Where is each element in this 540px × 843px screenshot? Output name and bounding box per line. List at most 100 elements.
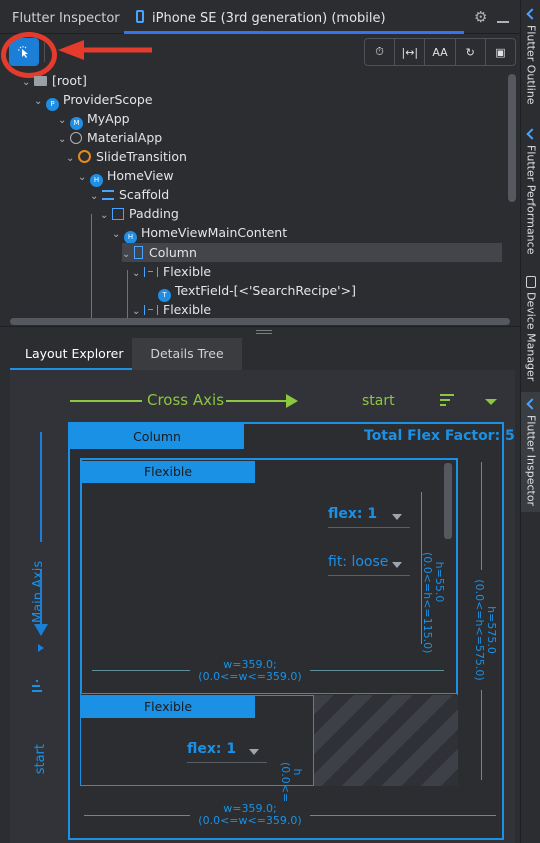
tree-row[interactable]: ⌄ Padding: [100, 206, 179, 221]
minimize-icon[interactable]: [497, 9, 509, 23]
tree-row[interactable]: ⌄ Flexible: [132, 302, 212, 317]
main-axis-line: [40, 570, 42, 626]
flex-fit-dropdown[interactable]: fit: loose: [328, 554, 410, 576]
tree-row-selected[interactable]: ⌄ Column: [122, 243, 502, 262]
tree-row[interactable]: ⌄ P ProviderScope: [34, 90, 153, 111]
flexible-width-label: w=359.0; (0.0<=w<=359.0): [190, 659, 310, 683]
main-alignment-start-icon[interactable]: [32, 680, 42, 698]
chevron-down-icon: [249, 749, 259, 755]
tree-guide: [91, 214, 92, 324]
strip-label: Flutter Outline: [524, 25, 538, 105]
flexible-child-1[interactable]: [81, 459, 457, 694]
tree-row[interactable]: ⌄ M MyApp: [58, 109, 130, 130]
widget-icon: H: [90, 174, 103, 187]
top-tab-bar: Flutter Inspector iPhone SE (3rd generat…: [0, 0, 520, 34]
widget-icon: H: [124, 231, 137, 244]
folder-icon: [34, 76, 47, 86]
strip-label: Device Manager: [524, 292, 538, 382]
children-area: [80, 458, 458, 786]
strip-flutter-inspector[interactable]: Flutter Inspector: [521, 392, 540, 512]
chevron-down-icon: [392, 562, 402, 568]
cross-axis-line: [70, 400, 142, 402]
tab-flutter-inspector[interactable]: Flutter Inspector: [12, 11, 120, 26]
scaffold-icon: [102, 190, 114, 200]
strip-flutter-performance[interactable]: Flutter Performance: [521, 130, 540, 254]
flexible-label: Flexible: [81, 696, 255, 718]
flexible-icon: [144, 267, 158, 277]
tree-row[interactable]: T TextField-[<'SearchRecipe'>]: [158, 281, 356, 302]
height-arrow-line: [421, 492, 422, 644]
image-icon[interactable]: ▣: [495, 45, 506, 59]
tree-horizontal-scrollbar[interactable]: [10, 318, 510, 325]
widget-icon: M: [70, 117, 83, 130]
flexible-icon: [144, 305, 158, 315]
column-icon: [134, 246, 143, 259]
tab-device[interactable]: iPhone SE (3rd generation) (mobile): [124, 0, 464, 34]
tree-row-label: HomeView: [107, 168, 174, 183]
tree-row-label: MaterialApp: [87, 130, 163, 145]
main-axis-arrow-icon: [34, 624, 48, 636]
flexible-height-label: h (0.0<=: [279, 762, 304, 802]
strip-flutter-outline[interactable]: Flutter Outline: [521, 10, 540, 105]
flex-factor-value: flex: 1: [187, 741, 237, 757]
column-height-label: h=575.0 (0.0<=h<=575.0): [473, 570, 498, 690]
text-size-icon[interactable]: AA: [425, 39, 456, 65]
tree-row-label: Scaffold: [119, 187, 170, 202]
flexible-scrollbar[interactable]: [444, 463, 452, 539]
flexible-label: Flexible: [81, 461, 255, 483]
flexible-height-label: h=55.0 (0.0<=h<=115.0): [421, 552, 446, 654]
main-axis-line: [40, 432, 42, 542]
flex-factor-dropdown[interactable]: flex: 1: [187, 741, 267, 763]
cross-alignment-start-icon[interactable]: [440, 394, 454, 408]
tree-row[interactable]: ⌄ H HomeView: [78, 166, 174, 187]
select-widget-mode-button[interactable]: [9, 38, 39, 66]
flex-factor-value: flex: 1: [328, 506, 378, 522]
tree-row[interactable]: ⌄ [root]: [22, 73, 87, 88]
timer-icon[interactable]: ⏱: [365, 39, 396, 65]
gear-icon[interactable]: ⚙: [474, 8, 488, 26]
provider-icon: P: [46, 98, 59, 111]
tree-row-label: TextField-[<'SearchRecipe'>]: [175, 283, 356, 298]
main-axis-alignment-value[interactable]: start: [33, 744, 48, 775]
bottom-tabs: Layout Explorer Details Tree: [10, 338, 515, 370]
tree-row-label: Padding: [129, 206, 179, 221]
strip-device-manager[interactable]: Device Manager: [521, 276, 540, 381]
tree-row-label: MyApp: [87, 111, 130, 126]
strip-label: Flutter Inspector: [524, 415, 538, 507]
tree-row[interactable]: ⌄ Flexible: [132, 264, 212, 279]
repaint-icon[interactable]: ↻: [456, 39, 486, 65]
pointer-icon: [18, 46, 28, 58]
flexible-child-2[interactable]: [81, 695, 313, 786]
textfield-icon: T: [158, 289, 171, 302]
tree-row-label: Flexible: [163, 264, 212, 279]
main-axis-dropdown-icon[interactable]: [38, 644, 44, 652]
tree-row-label: Column: [149, 245, 197, 260]
spacing-icon[interactable]: |↔|: [395, 39, 426, 65]
toolbar-toggle-group: ⏱ |↔| AA ↻ ▣: [364, 38, 516, 66]
phone-icon: [136, 10, 144, 23]
padding-icon: [112, 208, 124, 220]
tree-row[interactable]: ⌄ MaterialApp: [58, 130, 163, 145]
tree-row[interactable]: ⌄ Scaffold: [90, 187, 170, 202]
cross-axis-arrow-icon: [286, 394, 298, 408]
strip-label: Flutter Performance: [524, 145, 538, 255]
column-width-label: w=359.0; (0.0<=w<=359.0): [190, 803, 310, 827]
tree-row[interactable]: ⌄ H HomeViewMainContent: [112, 223, 287, 244]
tree-row[interactable]: ⌄ SlideTransition: [66, 149, 187, 164]
cross-axis-dropdown-icon[interactable]: [485, 399, 497, 405]
device-manager-icon: [526, 276, 536, 288]
widget-tree: ⌄ [root] ⌄ P ProviderScope ⌄ M MyApp ⌄ Materia…: [0, 68, 520, 324]
tree-vertical-scrollbar[interactable]: [508, 74, 516, 202]
tab-layout-explorer[interactable]: Layout Explorer: [10, 338, 139, 370]
flutter-icon: [527, 10, 536, 21]
cross-axis-alignment-value[interactable]: start: [362, 393, 395, 409]
total-flex-factor: Total Flex Factor: 5: [364, 428, 515, 444]
cross-axis-label: Cross Axis: [147, 391, 225, 409]
tab-details-tree[interactable]: Details Tree: [132, 338, 242, 370]
panel-divider[interactable]: [0, 326, 520, 336]
flutter-icon: [527, 400, 536, 411]
drag-handle-icon[interactable]: [256, 330, 272, 334]
tree-row-label: ProviderScope: [63, 92, 153, 107]
material-icon: [70, 132, 82, 144]
flex-factor-dropdown[interactable]: flex: 1: [328, 506, 410, 528]
